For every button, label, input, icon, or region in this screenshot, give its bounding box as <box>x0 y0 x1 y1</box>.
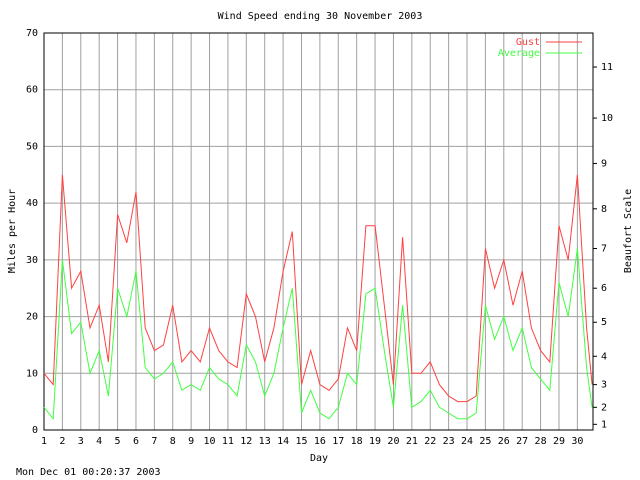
x-tick-label: 17 <box>332 436 344 447</box>
x-tick-label: 25 <box>479 436 491 447</box>
y2-tick-label: 5 <box>601 317 607 328</box>
y-tick-label: 40 <box>26 198 38 209</box>
y2-tick-label: 2 <box>601 402 607 413</box>
x-tick-label: 16 <box>314 436 326 447</box>
data-line <box>43 174 593 403</box>
y-tick-label: 70 <box>26 28 38 39</box>
y2-tick-label: 9 <box>601 158 607 169</box>
x-tick-label: 9 <box>188 436 194 447</box>
x-tick-label: 27 <box>516 436 528 447</box>
x-tick-label: 12 <box>240 436 252 447</box>
footer: Mon Dec 01 00:20:37 2003 <box>16 467 161 478</box>
x-tick-label: 28 <box>535 436 547 447</box>
y-axis-label: Miles per Hour <box>7 189 18 273</box>
x-tick-label: 24 <box>461 436 473 447</box>
y-tick-label: 0 <box>32 425 38 436</box>
y-tick-label: 50 <box>26 141 38 152</box>
x-tick-label: 7 <box>151 436 157 447</box>
x-tick-label: 3 <box>78 436 84 447</box>
chart-title: Wind Speed ending 30 November 2003 <box>218 11 423 22</box>
x-tick-label: 4 <box>96 436 102 447</box>
y2-tick-label: 7 <box>601 244 607 255</box>
y2-tick-label: 3 <box>601 380 607 391</box>
x-tick-label: 1 <box>41 436 47 447</box>
legend-label: Average <box>498 48 540 59</box>
y2-tick-label: 1 <box>601 419 607 430</box>
y-tick-label: 30 <box>26 255 38 266</box>
y-tick-label: 10 <box>26 368 38 379</box>
y2-axis-label: Beaufort Scale <box>623 189 634 273</box>
x-tick-label: 19 <box>369 436 381 447</box>
x-tick-label: 22 <box>424 436 436 447</box>
x-tick-label: 29 <box>553 436 565 447</box>
x-tick-label: 30 <box>571 436 583 447</box>
y2-tick-label: 8 <box>601 204 607 215</box>
x-tick-label: 23 <box>443 436 455 447</box>
y-tick-label: 60 <box>26 85 38 96</box>
x-axis-label: Day <box>310 453 328 464</box>
x-tick-label: 15 <box>295 436 307 447</box>
legend-label: Gust <box>516 37 540 48</box>
x-tick-label: 11 <box>222 436 234 447</box>
x-tick-label: 2 <box>59 436 65 447</box>
x-tick-label: 20 <box>387 436 399 447</box>
y2-tick-label: 11 <box>601 62 613 73</box>
x-tick-label: 10 <box>204 436 216 447</box>
x-tick-label: 21 <box>406 436 418 447</box>
x-tick-label: 8 <box>170 436 176 447</box>
y2-tick-label: 6 <box>601 283 607 294</box>
x-tick-label: 18 <box>351 436 363 447</box>
y2-tick-label: 4 <box>601 351 607 362</box>
x-tick-label: 6 <box>133 436 139 447</box>
plot-frame <box>43 32 594 431</box>
x-tick-label: 14 <box>277 436 289 447</box>
x-tick-label: 13 <box>259 436 271 447</box>
y2-tick-label: 10 <box>601 113 613 124</box>
y-tick-label: 20 <box>26 312 38 323</box>
x-tick-label: 5 <box>115 436 121 447</box>
data-line <box>43 248 593 421</box>
x-tick-label: 26 <box>498 436 510 447</box>
